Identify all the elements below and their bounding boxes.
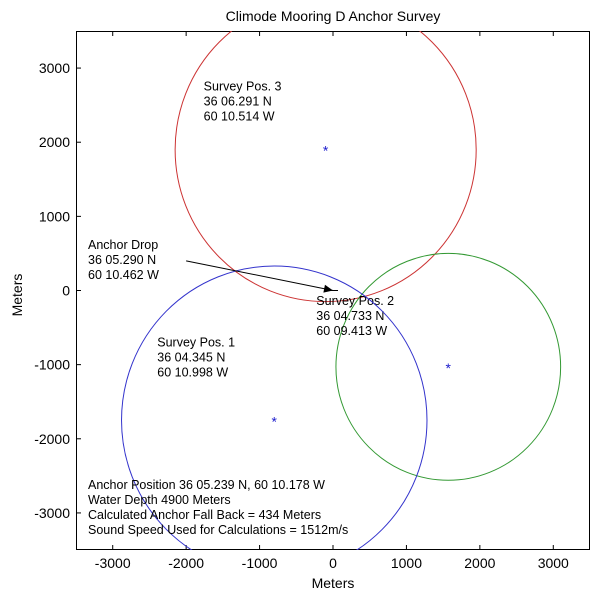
x-tick-label: -3000: [95, 555, 131, 571]
range-circle-2: [335, 252, 562, 481]
survey-position-label: 60 10.998 W: [157, 365, 228, 379]
survey-point-marker: *: [272, 413, 278, 429]
survey-position-label: Survey Pos. 3: [204, 80, 282, 94]
y-tick-label: -2000: [34, 431, 70, 447]
chart-title: Climode Mooring D Anchor Survey: [226, 8, 441, 24]
survey-position-label: 60 10.514 W: [204, 110, 275, 124]
survey-point-marker: *: [446, 360, 452, 376]
survey-position-label: 60 09.413 W: [316, 324, 387, 338]
survey-position-label: 36 06.291 N: [204, 95, 272, 109]
plot-area: -3000 -2000 -1000 0 1000 2000 3000 3000 2000 1000…: [34, 31, 590, 571]
y-tick-label: -1000: [34, 357, 70, 373]
anchor-drop-arrow-head: [323, 284, 333, 293]
x-tick-label: 1000: [391, 555, 422, 571]
survey-note: Sound Speed Used for Calculations = 1512…: [88, 523, 348, 537]
y-tick-label: 1000: [39, 208, 70, 224]
x-tick-label: 2000: [464, 555, 495, 571]
survey-note: Water Depth 4900 Meters: [88, 493, 231, 507]
survey-point-marker: *: [323, 143, 329, 159]
anchor-drop-label: 60 10.462 W: [88, 268, 159, 282]
y-tick-label: 3000: [39, 60, 70, 76]
anchor-drop-label: 36 05.290 N: [88, 253, 156, 267]
y-tick-label: 2000: [39, 134, 70, 150]
y-tick-label: -3000: [34, 505, 70, 521]
x-tick-label: -2000: [168, 555, 204, 571]
range-circle-3: [121, 265, 428, 550]
survey-position-label: Survey Pos. 1: [157, 335, 235, 349]
survey-position-label: Survey Pos. 2: [316, 294, 394, 308]
y-tick-label: 0: [62, 283, 70, 299]
x-tick-label: 3000: [538, 555, 569, 571]
survey-position-label: 36 04.733 N: [316, 309, 384, 323]
y-axis-title: Meters: [9, 274, 25, 317]
x-tick-label: 0: [329, 555, 337, 571]
survey-note: Anchor Position 36 05.239 N, 60 10.178 W: [88, 478, 325, 492]
survey-note: Calculated Anchor Fall Back = 434 Meters: [88, 508, 321, 522]
anchor-drop-label: Anchor Drop: [88, 238, 158, 252]
x-tick-label: -1000: [242, 555, 278, 571]
x-axis-title: Meters: [312, 575, 355, 591]
anchor-drop-arrow-line: [186, 260, 334, 291]
survey-position-label: 36 04.345 N: [157, 350, 225, 364]
range-circle-1: [174, 31, 477, 303]
